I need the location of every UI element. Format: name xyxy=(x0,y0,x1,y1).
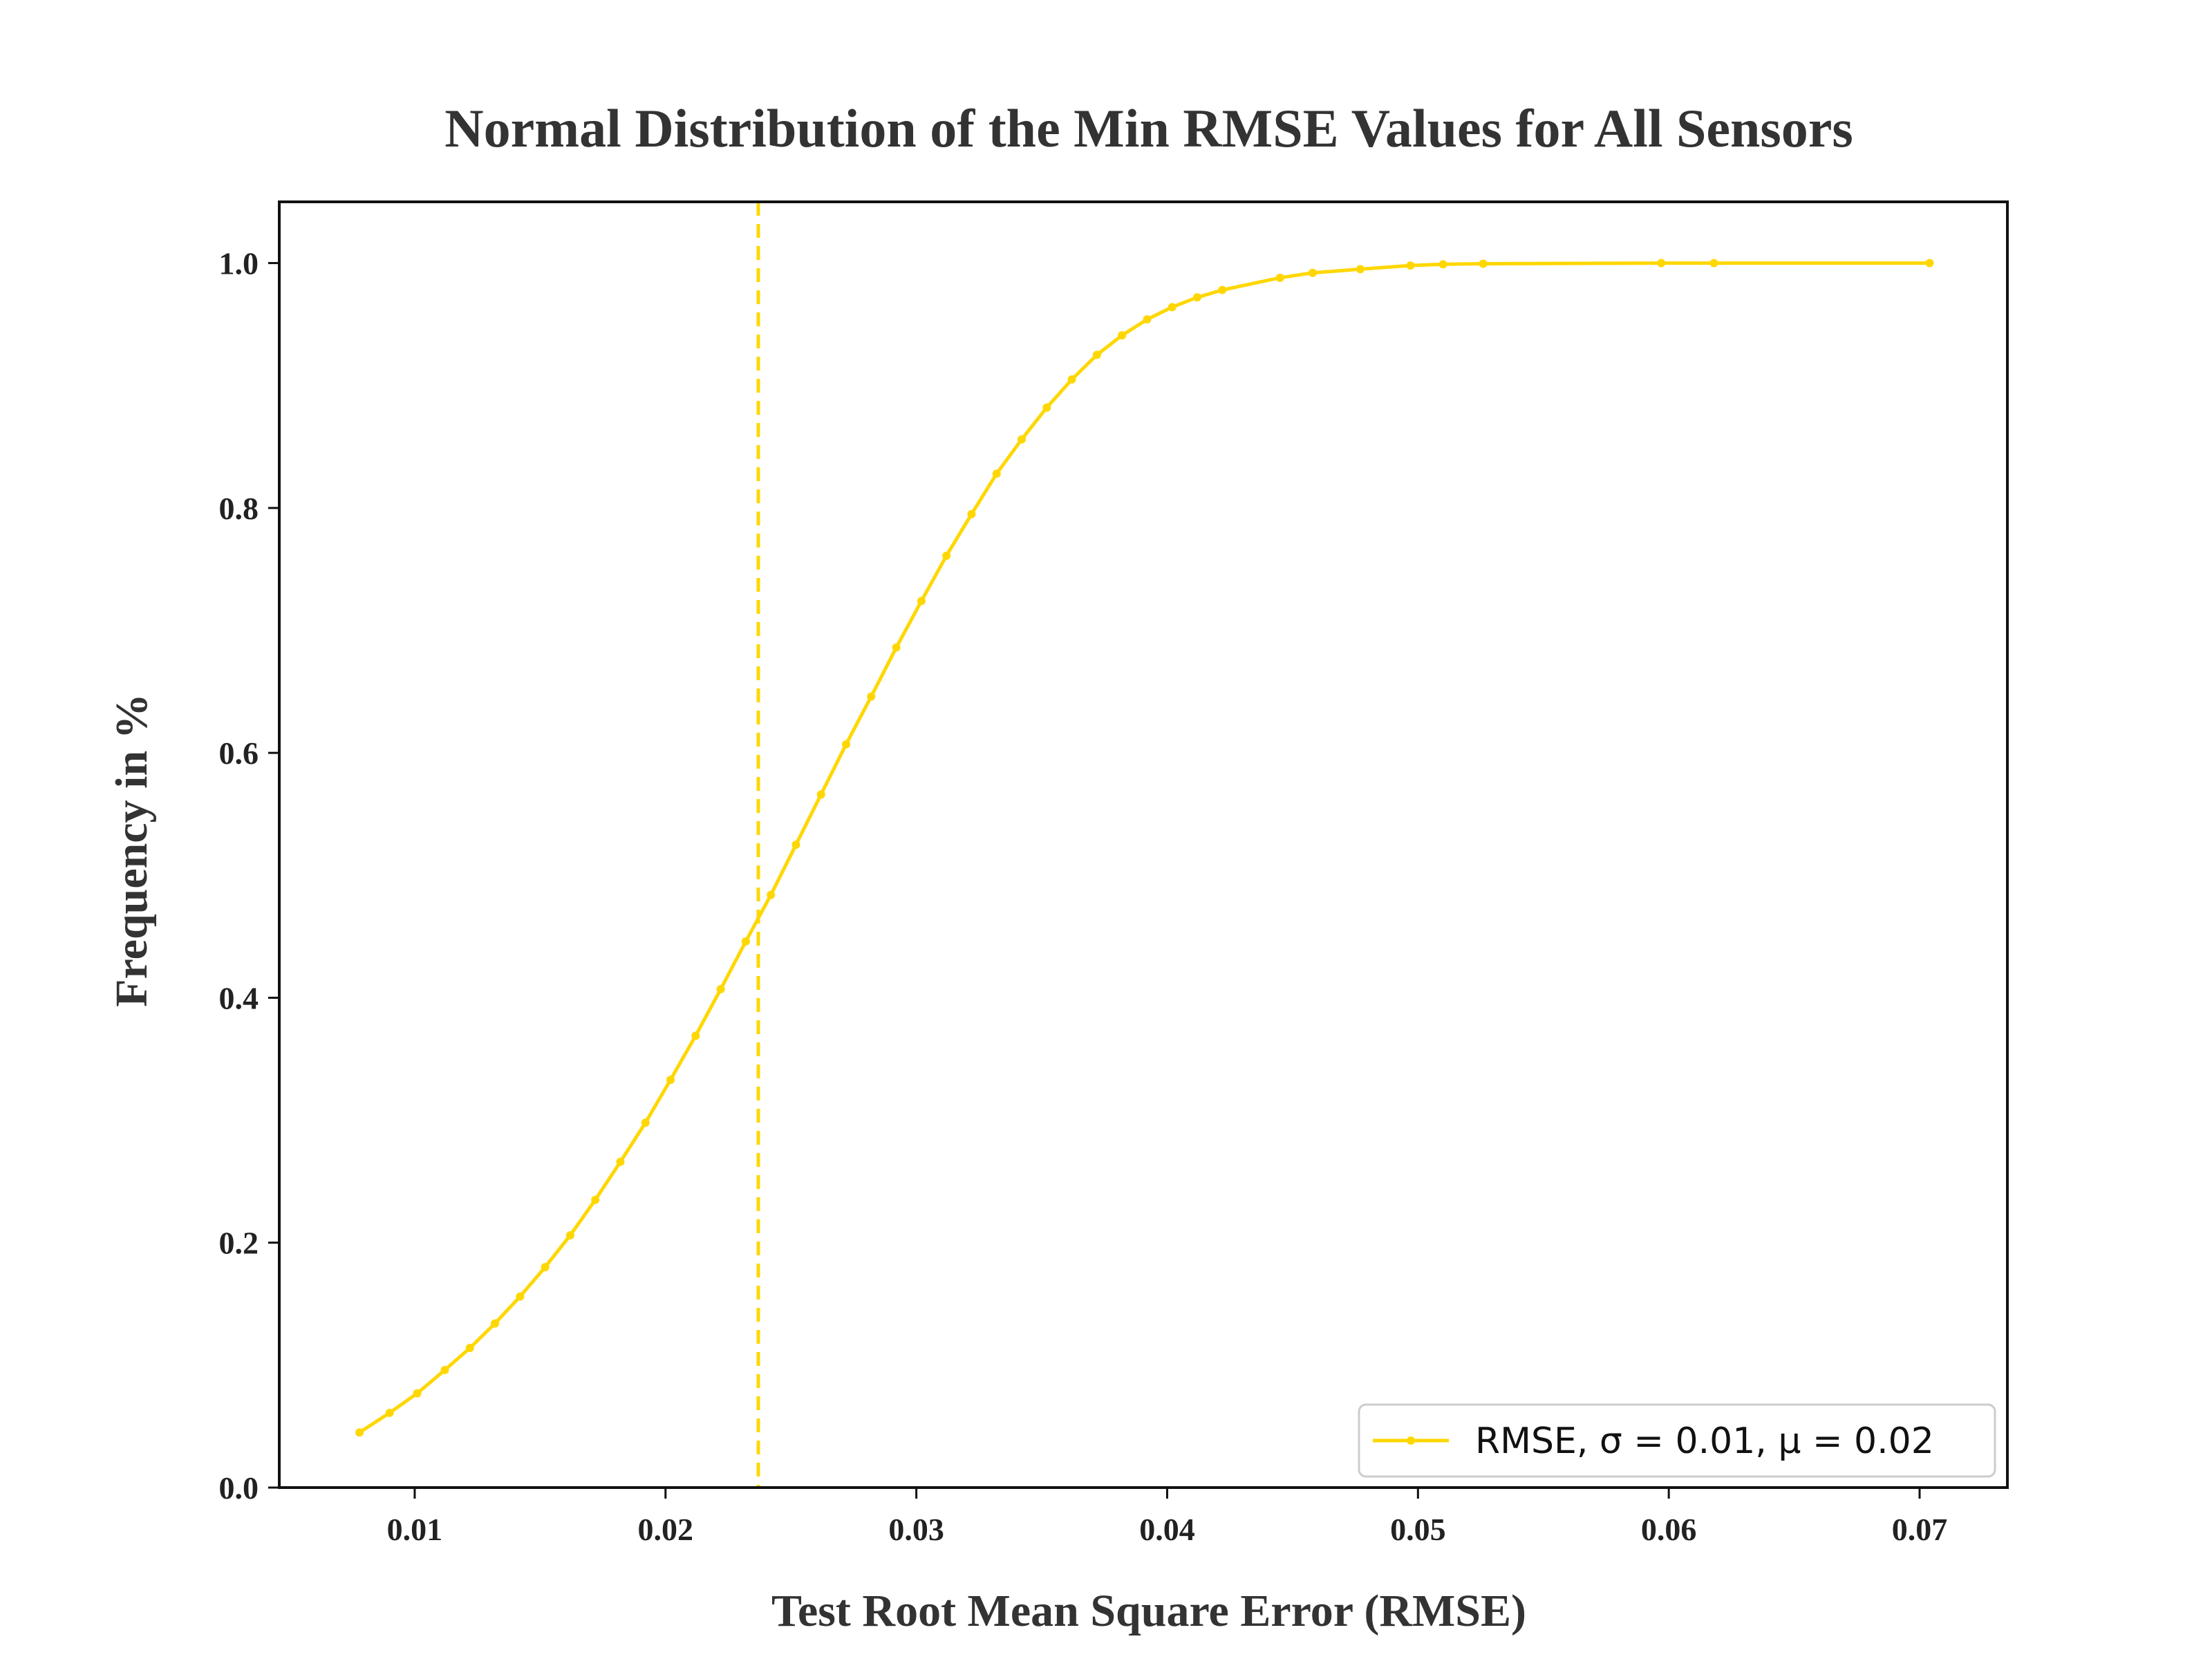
y-tick-label: 0.6 xyxy=(219,735,259,771)
data-point xyxy=(942,551,951,560)
data-point xyxy=(842,740,851,749)
data-point xyxy=(641,1118,650,1127)
legend: RMSE, σ = 0.01, μ = 0.02 xyxy=(1358,1403,1996,1478)
y-axis-label: Frequency in % xyxy=(106,693,157,1006)
data-point xyxy=(491,1319,500,1328)
data-point xyxy=(892,643,901,652)
data-point xyxy=(917,597,926,606)
data-point xyxy=(1143,315,1152,324)
data-point xyxy=(1709,259,1718,268)
data-point xyxy=(1657,259,1666,268)
data-point xyxy=(1118,331,1127,340)
data-point xyxy=(413,1389,422,1398)
data-point xyxy=(816,790,825,799)
data-point xyxy=(385,1408,394,1417)
plot-area: 0.01 0.02 0.03 0.04 0.05 0.06 0.07 0.0 0.2 0.4 0.6… xyxy=(219,202,1948,1547)
data-point xyxy=(716,985,725,994)
data-point xyxy=(767,890,776,899)
data-point xyxy=(1193,293,1202,302)
data-point xyxy=(541,1263,550,1272)
legend-label: RMSE, σ = 0.01, μ = 0.02 xyxy=(1475,1421,1934,1462)
data-point xyxy=(1092,350,1101,359)
data-point xyxy=(666,1076,675,1085)
data-point xyxy=(565,1231,574,1240)
x-tick-label: 0.03 xyxy=(888,1512,944,1547)
data-point xyxy=(967,509,976,518)
data-point xyxy=(1018,435,1027,444)
data-point xyxy=(465,1344,474,1353)
y-tick-label: 0.8 xyxy=(219,491,259,526)
data-point xyxy=(992,469,1001,478)
x-tick-label: 0.02 xyxy=(638,1512,694,1547)
data-point xyxy=(591,1195,600,1204)
legend-box xyxy=(1358,1403,1996,1478)
y-tick-label: 0.0 xyxy=(219,1470,259,1506)
x-tick-label: 0.07 xyxy=(1892,1512,1948,1547)
y-tick-label: 1.0 xyxy=(219,246,259,281)
data-point xyxy=(1168,303,1177,312)
data-point xyxy=(616,1157,625,1166)
x-axis-label: Test Root Mean Square Error (RMSE) xyxy=(771,1586,1526,1636)
data-point xyxy=(1042,403,1051,412)
data-point xyxy=(516,1292,525,1301)
legend-marker xyxy=(1407,1436,1415,1445)
data-point xyxy=(355,1428,364,1437)
data-point xyxy=(1406,261,1415,270)
data-point xyxy=(1275,273,1284,282)
data-point xyxy=(1438,260,1447,269)
x-tick-label: 0.06 xyxy=(1641,1512,1697,1547)
series-line xyxy=(358,261,1930,1434)
data-point xyxy=(791,841,800,849)
y-tick-label: 0.2 xyxy=(219,1226,259,1261)
data-point xyxy=(1356,265,1365,274)
data-point xyxy=(1925,259,1934,268)
data-point xyxy=(741,937,750,946)
data-point xyxy=(1308,268,1317,277)
x-tick-label: 0.05 xyxy=(1390,1512,1446,1547)
x-tick-label: 0.01 xyxy=(387,1512,443,1547)
data-point xyxy=(867,692,876,701)
data-point xyxy=(1218,285,1227,294)
data-point xyxy=(1067,375,1076,384)
axes-frame xyxy=(278,200,2009,1489)
data-point xyxy=(440,1365,449,1374)
chart-title: Normal Distribution of the Min RMSE Valu… xyxy=(444,98,1853,158)
y-tick-label: 0.4 xyxy=(219,980,259,1015)
x-tick-label: 0.04 xyxy=(1139,1512,1195,1547)
data-point xyxy=(1479,259,1488,268)
data-point xyxy=(691,1031,700,1040)
